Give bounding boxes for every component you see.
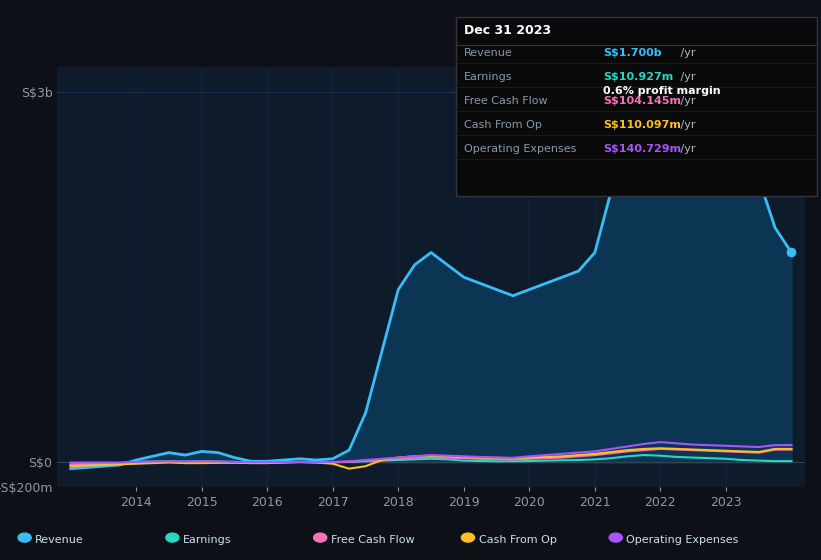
Text: /yr: /yr	[677, 144, 696, 155]
Text: Earnings: Earnings	[464, 72, 512, 82]
Text: /yr: /yr	[677, 48, 696, 58]
Text: 0.6% profit margin: 0.6% profit margin	[603, 86, 721, 96]
Text: S$1.700b: S$1.700b	[603, 48, 662, 58]
Text: Free Cash Flow: Free Cash Flow	[464, 96, 548, 106]
Text: /yr: /yr	[677, 72, 696, 82]
Text: /yr: /yr	[677, 96, 696, 106]
Text: Cash From Op: Cash From Op	[479, 535, 557, 545]
Text: Revenue: Revenue	[464, 48, 512, 58]
Text: Revenue: Revenue	[35, 535, 84, 545]
Text: Cash From Op: Cash From Op	[464, 120, 542, 130]
Text: Dec 31 2023: Dec 31 2023	[464, 24, 551, 36]
Text: S$140.729m: S$140.729m	[603, 144, 681, 155]
Text: S$10.927m: S$10.927m	[603, 72, 674, 82]
Text: Operating Expenses: Operating Expenses	[626, 535, 739, 545]
Text: Operating Expenses: Operating Expenses	[464, 144, 576, 155]
Text: S$104.145m: S$104.145m	[603, 96, 681, 106]
Text: Earnings: Earnings	[183, 535, 232, 545]
Text: S$110.097m: S$110.097m	[603, 120, 681, 130]
Text: /yr: /yr	[677, 120, 696, 130]
Text: Free Cash Flow: Free Cash Flow	[331, 535, 415, 545]
